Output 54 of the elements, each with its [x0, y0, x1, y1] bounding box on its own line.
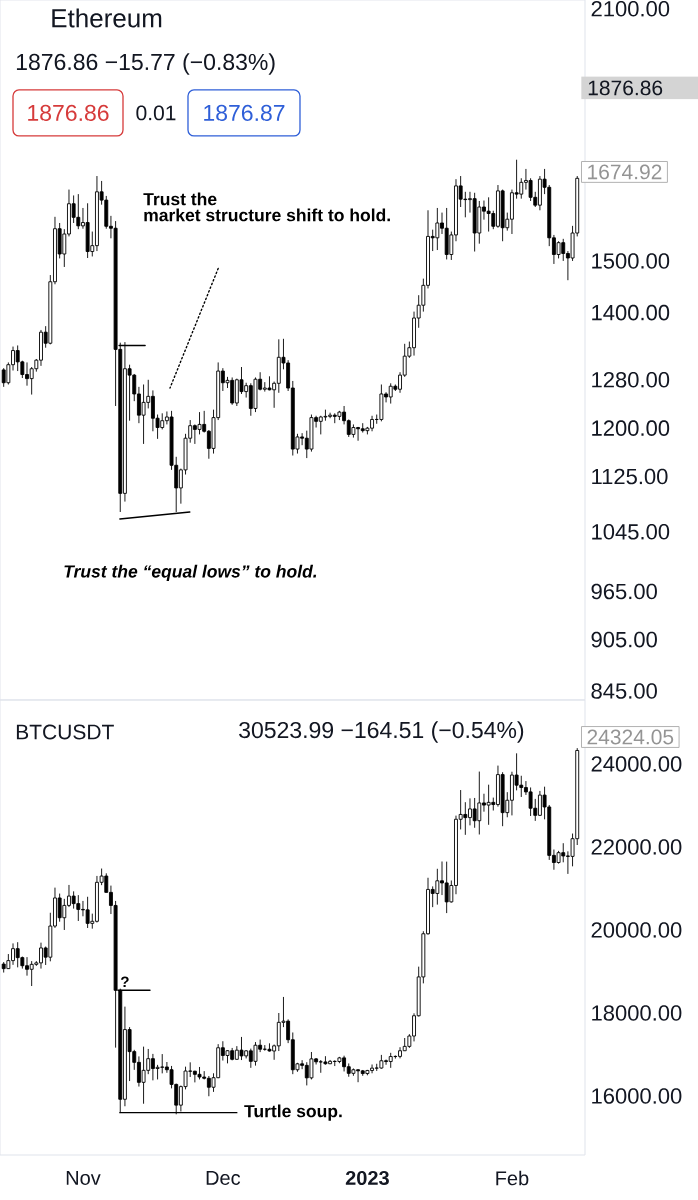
x-tick-label: Nov [66, 1171, 101, 1185]
y-tick-label: 1500.00 [592, 253, 670, 269]
text: 1674.92 [588, 164, 662, 180]
annotation: market structure shift to hold. [144, 208, 390, 222]
x-tick-label: 2023 [345, 1170, 389, 1186]
y-tick-label: 845.00 [591, 683, 657, 699]
annotation: Turtle soup. [244, 1104, 342, 1121]
candlestick [141, 384, 146, 445]
y-tick-label: 1400.00 [592, 304, 670, 321]
y-tick-label: 16000.00 [592, 1088, 682, 1104]
y-tick-label: 24000.00 [591, 756, 682, 772]
annotation: 1876.87 [204, 104, 285, 122]
y-tick-label: 905.00 [591, 631, 657, 648]
candlestick [141, 1046, 146, 1105]
candlestick [486, 784, 491, 826]
y-tick-label: 2100.00 [591, 1, 670, 17]
candlestick [15, 344, 20, 372]
candlestick [62, 898, 67, 931]
candlestick [1, 367, 6, 388]
candlestick [463, 801, 468, 836]
text: 1876.86 −15.77 (−0.83%) [16, 53, 275, 75]
candlestick [15, 941, 20, 968]
y-tick-label: 1125.00 [592, 468, 668, 485]
candlestick [472, 797, 477, 829]
candlestick [486, 196, 491, 233]
text: 30523.99 −164.51 (−0.54%) [239, 721, 524, 743]
annotation: ? [121, 976, 129, 987]
candlestick [239, 1036, 244, 1061]
text: 1876.86 [588, 80, 663, 96]
candlestick [309, 1051, 314, 1080]
y-tick-label: 18000.00 [592, 1005, 682, 1021]
annotation: 1876.86 [28, 104, 109, 122]
candlestick [435, 868, 440, 906]
annotation: 0.01 [136, 105, 176, 121]
candlestick [29, 960, 34, 987]
y-tick-label: 1280.00 [592, 371, 670, 388]
candlestick [444, 861, 449, 914]
candlestick [57, 893, 62, 923]
y-tick-label: 1200.00 [592, 420, 670, 436]
y-tick-label: 22000.00 [591, 839, 682, 855]
candlestick [435, 207, 440, 251]
candlestick [85, 896, 90, 929]
x-tick-label: Dec [206, 1171, 241, 1185]
y-tick-label: 1045.00 [592, 524, 670, 540]
chart-title: Ethereum [52, 8, 162, 28]
text: 24324.05 [587, 729, 674, 745]
y-tick-label: 20000.00 [591, 922, 682, 938]
x-tick-label: Feb [496, 1170, 529, 1186]
y-tick-label: 965.00 [591, 583, 657, 600]
candlestick [253, 1041, 258, 1067]
text: BTCUSDT [16, 724, 114, 740]
candlestick [323, 409, 328, 422]
annotation: Trust the [143, 192, 217, 206]
annotation: Trust the “equal lows” to hold. [64, 564, 317, 582]
